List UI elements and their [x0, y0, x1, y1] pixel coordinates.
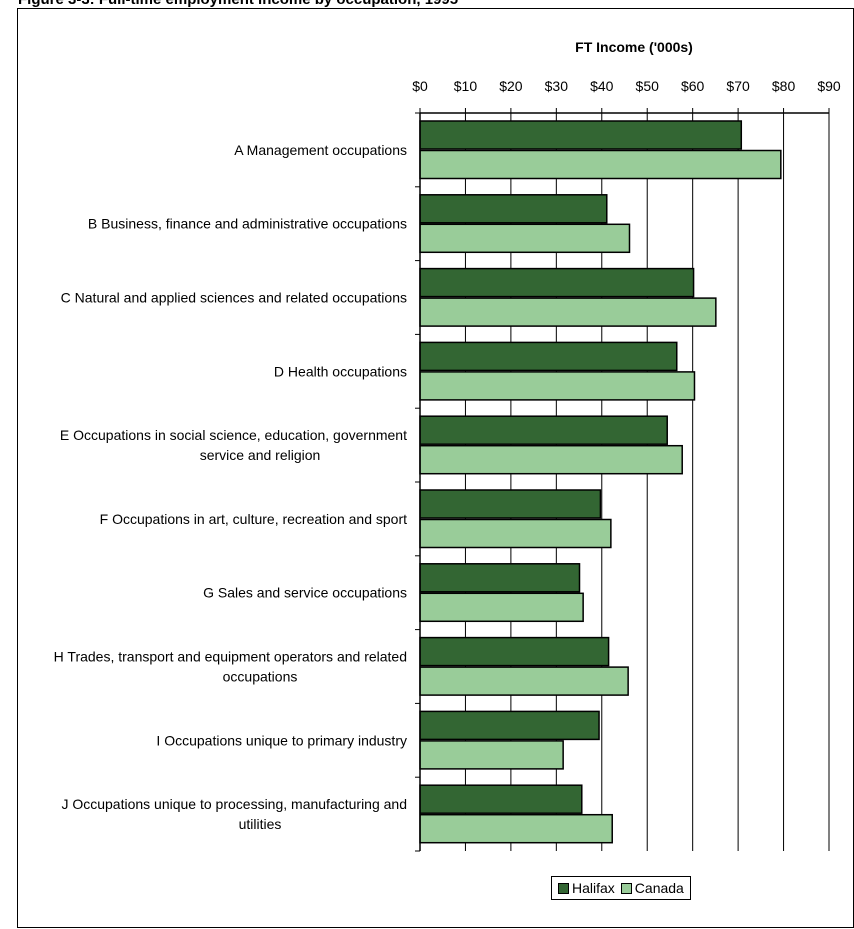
- x-tick-label: $50: [636, 78, 660, 94]
- x-tick-label: $20: [499, 78, 523, 94]
- category-label: D Health occupations: [274, 363, 407, 379]
- bar-halifax: [419, 341, 678, 372]
- category-label: C Natural and applied sciences and relat…: [61, 290, 407, 306]
- bar-canada: [419, 592, 584, 623]
- x-tick-label: $0: [412, 78, 428, 94]
- bar-canada: [419, 371, 696, 401]
- bar-halifax: [419, 563, 581, 593]
- x-tick-label: $40: [590, 78, 614, 94]
- chart-frame: FT Income ('000s) $0 $10 $20 $30 $40 $50 $60 $7…: [17, 8, 854, 928]
- category-label: B Business, finance and administrative o…: [88, 216, 407, 232]
- category-label: A Management occupations: [234, 142, 407, 158]
- bar-halifax: [419, 710, 600, 741]
- bar-chart: FT Income ('000s) $0 $10 $20 $30 $40 $50 $60 $7…: [54, 39, 841, 852]
- category-label: occupations: [223, 669, 298, 685]
- category-label: I Occupations unique to primary industry: [156, 732, 407, 748]
- bar-halifax: [419, 489, 602, 519]
- x-tick-label: $60: [681, 78, 705, 94]
- legend-item-canada: Canada: [620, 880, 684, 896]
- bar-canada: [419, 813, 613, 844]
- x-tick-label: $90: [817, 78, 841, 94]
- legend-item-halifax: Halifax: [558, 880, 615, 896]
- category-label: J Occupations unique to processing, manu…: [61, 796, 407, 812]
- legend-swatch-halifax: [558, 882, 569, 894]
- bar-halifax: [419, 784, 583, 814]
- bar-canada: [419, 223, 631, 254]
- legend-swatch-canada: [620, 882, 632, 894]
- bar-canada: [419, 444, 683, 475]
- category-label: G Sales and service occupations: [203, 585, 407, 601]
- bar-halifax: [419, 194, 608, 224]
- bar-canada: [419, 297, 717, 327]
- bar-halifax: [419, 636, 610, 667]
- x-tick-label: $30: [545, 78, 569, 94]
- figure-title: Figure 3-3: Full-time employment income …: [18, 0, 458, 8]
- legend: Halifax Canada: [551, 876, 691, 900]
- legend-label-canada: Canada: [634, 880, 684, 896]
- legend-label-halifax: Halifax: [572, 880, 615, 896]
- bar-canada: [419, 740, 564, 770]
- bar-halifax: [419, 267, 695, 298]
- category-label: F Occupations in art, culture, recreatio…: [100, 511, 407, 527]
- bar-halifax: [419, 120, 743, 150]
- bar-canada: [419, 149, 782, 180]
- x-tick-label: $10: [454, 78, 478, 94]
- category-label: service and religion: [200, 447, 321, 463]
- x-axis-label: FT Income ('000s): [575, 39, 693, 55]
- x-tick-label: $70: [726, 78, 750, 94]
- bar-canada: [419, 518, 612, 549]
- category-label: E Occupations in social science, educati…: [60, 427, 407, 443]
- bar-halifax: [419, 415, 668, 445]
- x-tick-label: $80: [772, 78, 796, 94]
- category-label: H Trades, transport and equipment operat…: [54, 649, 407, 665]
- bar-canada: [419, 666, 629, 696]
- category-label: utilities: [239, 816, 282, 832]
